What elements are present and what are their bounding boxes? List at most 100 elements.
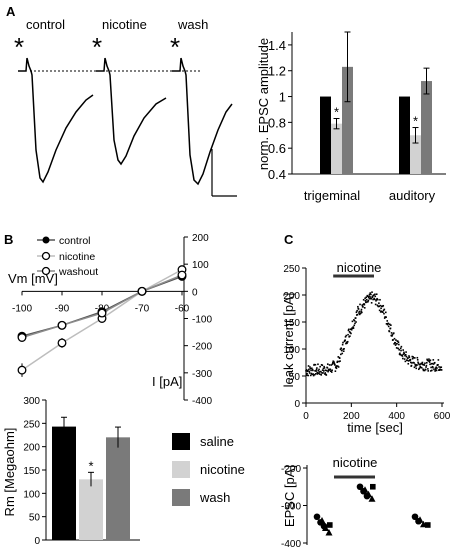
leak-point [367,299,370,302]
rm-bar-wash [106,437,130,540]
leak-point [369,292,371,294]
rm-bar-saline [52,426,76,540]
leak-point [402,349,404,351]
trace-label-control: control [26,17,65,32]
leak-point [308,370,311,373]
leak-point [371,296,374,299]
leak-point [318,371,321,373]
iv-ytick-label: -300 [192,369,212,380]
a-bar-ytick-label: 1.2 [268,64,286,79]
leak-point [394,342,397,344]
rm-ytick-label: 0 [34,536,40,547]
leak-point [440,369,443,371]
leak-point [308,372,311,374]
leak-point [421,361,424,364]
epsc-amplitude-bar-chart: norm. EPSC amplitude 0.40.60.811.21.4 **… [256,31,446,203]
leak-point [434,367,437,370]
leak-point [422,368,424,371]
leak-point [319,365,321,368]
leak-point [384,311,387,314]
leak-ytick-label: 50 [289,372,301,383]
leak-point [362,298,365,301]
iv-ytick-label: 0 [192,287,198,298]
a-bar-auditory-s0 [399,96,410,174]
leak-point [378,309,381,312]
a-bar-ylabel: norm. EPSC amplitude [256,38,271,170]
leak-point [411,362,413,364]
iv-xtick-label: -60 [175,303,190,314]
leak-point [375,293,378,296]
leak-point [369,297,371,300]
leak-point [317,369,320,372]
leak-point [341,352,344,355]
leak-point [338,357,341,359]
leak-point [347,328,350,331]
leak-point [387,322,390,325]
leak-point [370,302,373,304]
a-bar-ytick-label: 0.8 [268,115,286,130]
leak-point [316,371,319,374]
leak-point [404,354,406,357]
leak-point [336,361,338,364]
leak-point [356,313,359,316]
leak-point [340,353,342,356]
leak-point [415,365,417,367]
leak-point [391,335,393,337]
epsc-triangle-point [361,486,369,493]
leak-point [419,365,422,368]
leak-point [356,309,358,312]
a-bar-trigeminal-s1 [331,123,342,174]
leak-point [385,316,387,318]
iv-ytick-label: -400 [192,396,212,407]
a-bar-auditory-s1 [410,135,421,174]
leak-point [440,366,443,369]
a-bar-trigeminal-s0 [320,96,331,174]
leak-point [354,317,357,319]
leak-point [330,364,333,366]
epsc-points [313,483,431,536]
leak-point [437,364,439,366]
leak-point [341,349,343,352]
iv-xlabel: Vm [mV] [8,271,58,286]
leak-point [373,297,375,300]
epsc-circle-point [313,513,321,521]
epsc-ytick-label: -200 [281,464,301,475]
leak-point [322,370,325,372]
leak-point [400,345,403,348]
legend-swatch-saline [172,433,190,450]
leak-point [373,298,376,301]
leak-current-plot: leak current [pA] 0 50 100 150 200 250 0 200 400… [281,260,451,435]
leak-point [393,343,395,345]
leak-point [321,364,324,367]
leak-point [367,296,370,299]
leak-point [308,368,310,371]
panel-label-c: C [284,232,294,247]
epsc-square-point [370,483,376,490]
leak-ylabel: leak current [pA] [281,293,296,388]
leak-point [418,367,421,370]
epsc-circle-point [356,483,364,491]
leak-point [413,366,416,369]
leak-point [313,363,316,366]
rm-bar-chart: Rm [Megaohm] 0 50 100 150 200 250 300 * saline… [2,396,245,547]
a-bar-category-trigeminal: trigeminal [304,188,360,203]
leak-point [433,361,436,364]
leak-point [312,374,315,377]
leak-point [423,364,426,366]
epsc-circle-point [411,513,419,521]
leak-point [414,363,416,366]
leak-point [422,369,425,372]
leak-point [325,374,328,376]
leak-point [417,368,420,371]
a-bar-trigeminal-s2 [342,66,353,174]
leak-point [401,354,403,356]
leak-point [396,342,398,345]
stim-artifact-star-control: * [14,32,24,62]
rm-y-axis: 0 50 100 150 200 250 300 [23,396,140,547]
epsc-scatter-plot: EPSC [pA] -200 -300 -400 nicotine [281,455,431,550]
leak-point [361,311,363,314]
legend-label-saline: saline [200,434,234,449]
leak-point [386,320,389,322]
leak-point [383,308,386,311]
leak-point [359,303,361,306]
